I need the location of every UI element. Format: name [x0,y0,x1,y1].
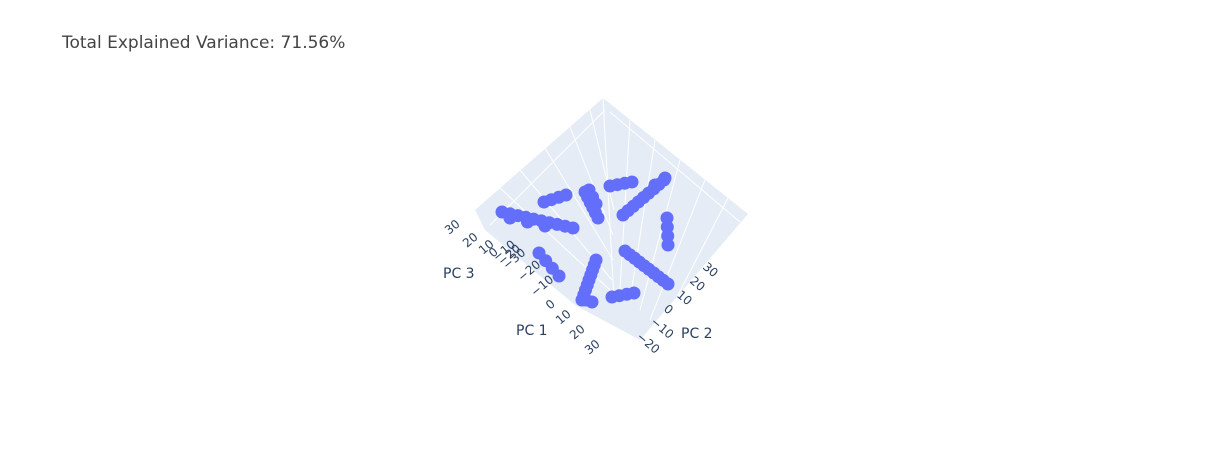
data-point[interactable] [566,221,580,235]
grid-line [544,147,614,261]
data-point[interactable] [538,219,552,233]
data-point[interactable] [627,286,641,300]
grid-line [589,109,615,211]
axis-title-pc3: PC 3 [443,266,475,282]
chart-title: Total Explained Variance: 71.56% [62,33,346,53]
tick-label: 30 [442,217,463,238]
data-point[interactable] [552,269,566,283]
tick-label: 30 [582,337,603,358]
data-markers[interactable] [495,171,675,309]
data-point[interactable] [661,277,675,291]
data-point[interactable] [503,211,517,225]
grid-line [609,111,741,223]
back-wall-right [603,98,748,340]
grid-line [602,97,615,301]
data-point[interactable] [589,197,603,211]
grid-line [639,159,681,311]
data-point[interactable] [585,295,599,309]
tick-label: 20 [567,322,588,343]
grid-line [569,126,614,236]
data-point[interactable] [661,238,675,252]
data-point[interactable] [559,188,573,202]
data-point[interactable] [648,178,662,192]
grid-line [629,139,656,301]
data-point[interactable] [658,171,672,185]
tick-label: 0 [543,297,558,313]
data-point[interactable] [591,211,605,225]
tick-label: 10 [553,307,574,328]
floor-wall [485,230,640,340]
axis-title-pc2: PC 2 [681,326,713,342]
grid-line [659,197,729,331]
axis-title-pc1: PC 1 [516,323,548,339]
data-point[interactable] [521,215,534,229]
data-point[interactable] [625,175,639,189]
grid-line [489,109,606,226]
grid-line [649,179,706,321]
